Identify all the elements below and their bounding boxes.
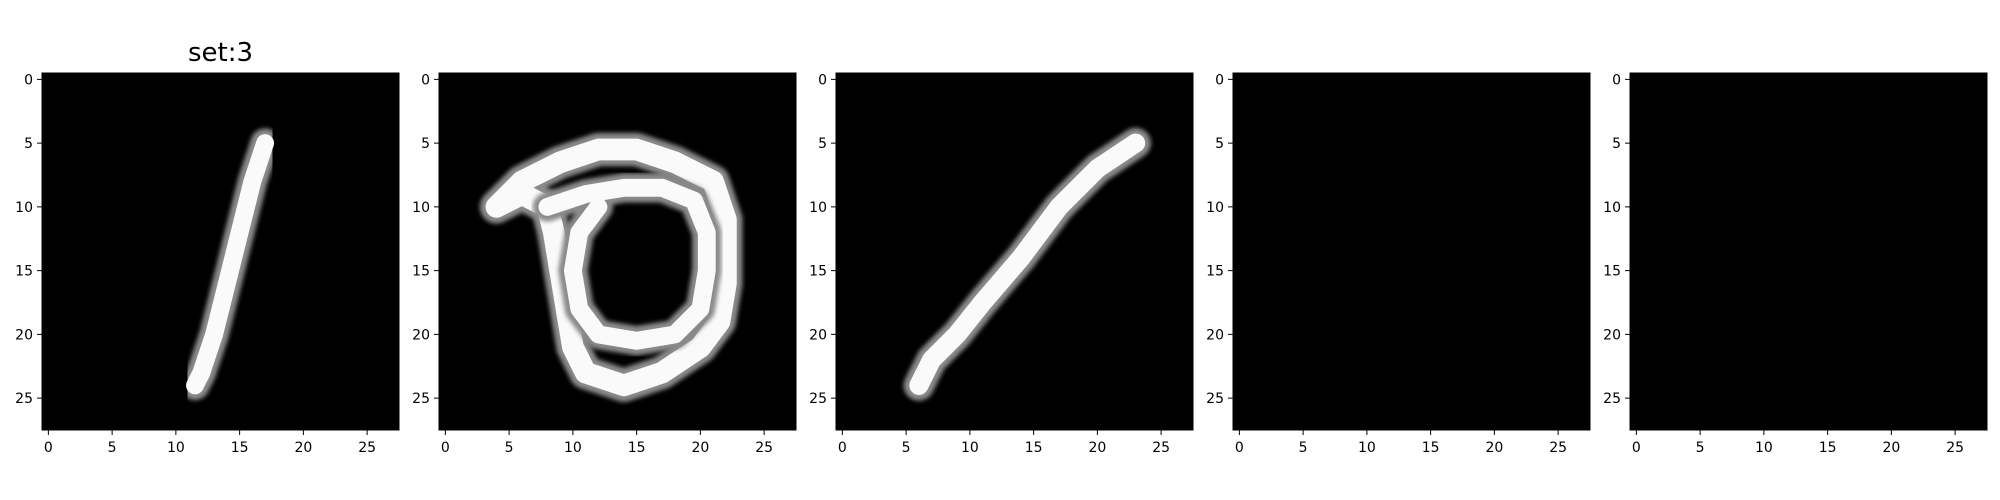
y-tick-label: 15 (1206, 264, 1224, 280)
x-tick-label: 0 (1632, 440, 1641, 456)
digit-stroke (538, 178, 716, 350)
panel-5: 0 5 10 15 20 25 0 5 10 15 20 25 (1603, 72, 1988, 456)
x-tick-label: 10 (167, 440, 185, 456)
panel-2: 0 5 10 15 20 25 0 5 10 15 20 25 (412, 72, 797, 456)
x-tick-label: 15 (1819, 440, 1837, 456)
x-tick-label: 25 (755, 440, 773, 456)
x-tick-label: 0 (44, 440, 53, 456)
y-tick-label: 20 (1603, 327, 1621, 343)
y-tick-label: 15 (1603, 264, 1621, 280)
x-tick-label: 10 (961, 440, 979, 456)
y-tick-label: 10 (15, 200, 33, 216)
y-tick-label: 25 (809, 391, 827, 407)
y-tick-label: 5 (1215, 136, 1224, 152)
y-tick-label: 10 (1206, 200, 1224, 216)
y-tick-label: 20 (1206, 327, 1224, 343)
panel-3: 0 5 10 15 20 25 0 5 10 15 20 25 (809, 72, 1194, 456)
x-tick-label: 15 (1025, 440, 1043, 456)
x-tick-label: 5 (1299, 440, 1308, 456)
x-tick-label: 20 (691, 440, 709, 456)
image-area (1233, 73, 1590, 430)
digit-stroke (186, 134, 275, 395)
y-tick-label: 0 (24, 72, 33, 88)
x-tick-label: 25 (358, 440, 376, 456)
x-tick-label: 25 (1152, 440, 1170, 456)
axes-frame (1232, 72, 1591, 431)
panel-1: 0 5 10 15 20 25 0 5 10 15 20 25 set:3 (15, 38, 400, 456)
y-tick-label: 10 (1603, 200, 1621, 216)
y-tick-label: 5 (1612, 136, 1621, 152)
y-tick-label: 25 (1206, 391, 1224, 407)
y-tick-label: 0 (818, 72, 827, 88)
x-tick-label: 15 (628, 440, 646, 456)
panel-title: set:3 (188, 38, 253, 68)
image-area (1630, 73, 1987, 430)
digit-stroke (485, 138, 737, 397)
x-tick-label: 20 (1485, 440, 1503, 456)
y-tick-label: 15 (412, 264, 430, 280)
y-tick-label: 10 (809, 200, 827, 216)
y-tick-label: 25 (15, 391, 33, 407)
x-tick-label: 0 (441, 440, 450, 456)
y-tick-label: 5 (421, 136, 430, 152)
x-tick-label: 10 (1358, 440, 1376, 456)
x-tick-label: 10 (1755, 440, 1773, 456)
axes-frame (41, 72, 400, 431)
x-tick-label: 0 (1235, 440, 1244, 456)
x-tick-label: 15 (231, 440, 249, 456)
x-tick-label: 20 (294, 440, 312, 456)
axes-frame (438, 72, 797, 431)
y-tick-label: 15 (15, 264, 33, 280)
x-tick-label: 20 (1088, 440, 1106, 456)
digit-stroke (909, 133, 1146, 395)
y-tick-label: 15 (809, 264, 827, 280)
x-tick-label: 10 (564, 440, 582, 456)
y-tick-label: 10 (412, 200, 430, 216)
x-tick-label: 5 (108, 440, 117, 456)
y-tick-label: 20 (15, 327, 33, 343)
y-tick-label: 5 (24, 136, 33, 152)
image-panels: 0 5 10 15 20 25 0 5 10 15 20 25 set:3 0 5 10 15 20 25 0 5 10 1… (15, 38, 1988, 456)
x-tick-label: 20 (1882, 440, 1900, 456)
y-tick-label: 0 (1612, 72, 1621, 88)
y-tick-label: 0 (1215, 72, 1224, 88)
y-tick-label: 25 (1603, 391, 1621, 407)
panel-4: 0 5 10 15 20 25 0 5 10 15 20 25 (1206, 72, 1591, 456)
y-tick-label: 25 (412, 391, 430, 407)
y-tick-label: 20 (412, 327, 430, 343)
x-tick-label: 25 (1549, 440, 1567, 456)
axes-frame (835, 72, 1194, 431)
y-tick-label: 5 (818, 136, 827, 152)
y-tick-label: 20 (809, 327, 827, 343)
axes-frame (1629, 72, 1988, 431)
x-tick-label: 5 (902, 440, 911, 456)
x-tick-label: 5 (1696, 440, 1705, 456)
x-tick-label: 25 (1946, 440, 1964, 456)
x-tick-label: 15 (1422, 440, 1440, 456)
x-tick-label: 0 (838, 440, 847, 456)
x-tick-label: 5 (505, 440, 514, 456)
y-tick-label: 0 (421, 72, 430, 88)
